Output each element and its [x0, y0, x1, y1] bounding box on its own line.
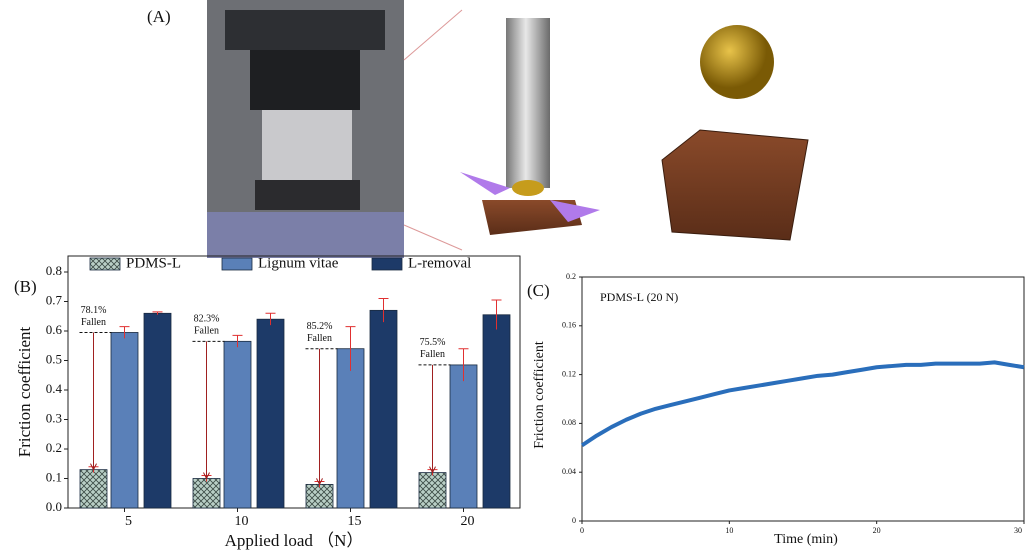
- x-tick-label: 10: [725, 526, 733, 535]
- bar: [257, 319, 284, 508]
- drop-label: 85.2%: [307, 321, 333, 332]
- cube: [662, 130, 808, 240]
- legend-swatch: [90, 258, 120, 270]
- drop-note: Fallen: [81, 317, 106, 328]
- drop-note: Fallen: [307, 333, 332, 344]
- drop-note: Fallen: [194, 326, 219, 337]
- legend-label: L-removal: [408, 255, 471, 271]
- drop-label: 82.3%: [194, 314, 220, 325]
- y-tick-label: 0.6: [46, 322, 63, 337]
- connector: [404, 225, 462, 250]
- annotation: PDMS-L (20 N): [600, 290, 678, 304]
- y-tick-label: 0.04: [562, 467, 576, 476]
- y-axis-label: Friction coefficient: [15, 327, 34, 458]
- y-tick-label: 0.5: [46, 351, 62, 366]
- x-axis-label: Applied load （N）: [225, 531, 364, 550]
- x-tick-label: 20: [873, 526, 881, 535]
- y-tick-label: 0: [572, 516, 576, 525]
- y-axis-label: Friction coefficient: [532, 341, 547, 449]
- figure: (A) (B) (C) Applied load （N） Friction co…: [0, 0, 1028, 554]
- x-tick-label: 10: [235, 514, 249, 529]
- photo-detail: [225, 10, 385, 50]
- y-tick-label: 0.3: [46, 410, 62, 425]
- y-tick-label: 0.7: [46, 292, 63, 307]
- data-line: [582, 362, 1024, 445]
- bar: [144, 313, 171, 508]
- y-tick-label: 0.1: [46, 469, 62, 484]
- y-tick-label: 0.2: [566, 272, 576, 281]
- drop-note: Fallen: [420, 349, 445, 360]
- photo-detail: [207, 212, 404, 258]
- y-tick-label: 0.08: [562, 418, 576, 427]
- x-tick-label: 30: [1014, 526, 1022, 535]
- drop-label: 75.5%: [420, 337, 446, 348]
- bar: [306, 484, 333, 508]
- drop-arrow: [430, 365, 436, 473]
- bar: [419, 473, 446, 508]
- pin: [506, 18, 550, 188]
- bar: [111, 332, 138, 508]
- y-tick-label: 0.4: [46, 381, 63, 396]
- legend-label: Lignum vitae: [258, 255, 339, 271]
- panel-label: (B): [14, 277, 37, 296]
- photo-detail: [250, 50, 360, 110]
- y-tick-label: 0.12: [562, 369, 576, 378]
- x-tick-label: 5: [125, 514, 132, 529]
- legend-swatch: [372, 258, 402, 270]
- legend-swatch: [222, 258, 252, 270]
- x-tick-label: 0: [580, 526, 584, 535]
- bar: [450, 365, 477, 508]
- bar: [193, 479, 220, 509]
- panel-label: (C): [527, 281, 550, 300]
- y-tick-label: 0.8: [46, 263, 62, 278]
- y-tick-label: 0.2: [46, 440, 62, 455]
- bar: [80, 470, 107, 508]
- pin-tip: [512, 180, 544, 196]
- connector: [404, 10, 462, 60]
- bar: [224, 341, 251, 508]
- ball: [700, 25, 774, 99]
- photo-detail: [262, 110, 352, 180]
- drop-arrow: [91, 332, 97, 469]
- bar: [337, 349, 364, 508]
- panel-label: (A): [147, 7, 171, 26]
- drop-arrow: [317, 349, 323, 485]
- legend-label: PDMS-L: [126, 255, 181, 271]
- x-tick-label: 20: [461, 514, 475, 529]
- plot-frame: [582, 277, 1024, 521]
- y-tick-label: 0.16: [562, 321, 576, 330]
- photo-detail: [255, 180, 360, 210]
- arrow: [460, 172, 510, 195]
- x-tick-label: 15: [348, 514, 362, 529]
- x-axis-label: Time (min): [774, 532, 838, 547]
- bar: [370, 310, 397, 508]
- panel-a: (A): [147, 0, 808, 258]
- y-tick-label: 0.0: [46, 499, 62, 514]
- drop-arrow: [204, 341, 210, 478]
- drop-label: 78.1%: [81, 305, 107, 316]
- bar: [483, 315, 510, 508]
